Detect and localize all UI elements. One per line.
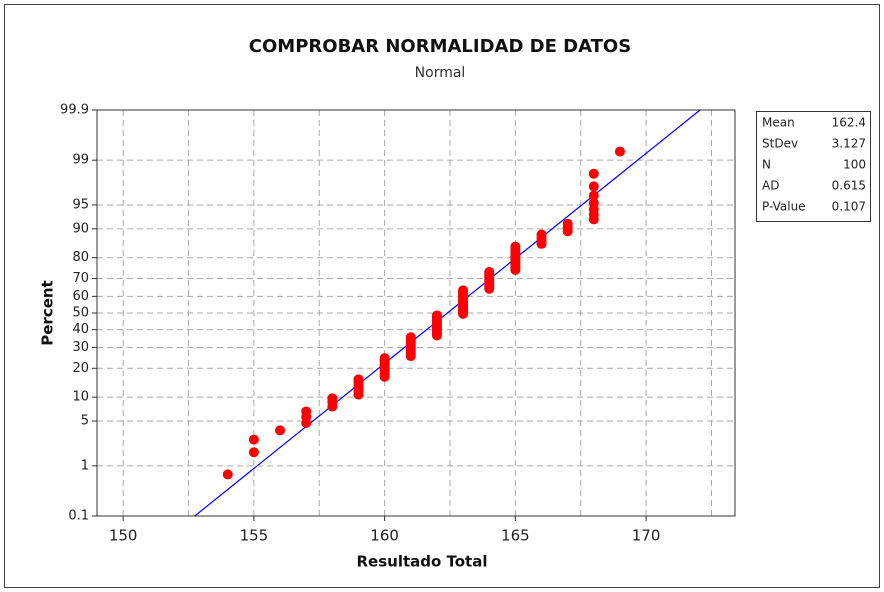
stat-value: 3.127	[832, 137, 866, 151]
stat-value: 100	[843, 158, 866, 172]
stat-value: 0.107	[832, 200, 866, 214]
data-point	[431, 310, 442, 321]
data-point	[562, 218, 573, 229]
y-tick-label: 1	[81, 458, 89, 473]
data-point	[301, 406, 312, 417]
plot-area	[96, 109, 736, 517]
data-point	[588, 168, 599, 179]
data-point	[588, 181, 599, 192]
y-tick-label: 0.1	[68, 509, 89, 524]
y-tick-label: 99.9	[60, 103, 89, 118]
stat-label: Mean	[762, 116, 795, 130]
y-tick-label: 40	[72, 322, 89, 337]
chart-subtitle: Normal	[415, 65, 466, 81]
stat-label: P-Value	[762, 200, 806, 214]
data-point	[379, 353, 390, 364]
stats-box	[756, 111, 871, 222]
y-tick-label: 10	[72, 390, 89, 405]
y-tick-label: 80	[72, 250, 89, 265]
x-tick-label: 160	[370, 527, 399, 545]
y-tick-label: 99	[72, 153, 89, 168]
y-tick-label: 30	[72, 340, 89, 355]
data-point	[405, 332, 416, 343]
data-point	[588, 190, 599, 201]
data-point	[248, 434, 259, 445]
chart-title: COMPROBAR NORMALIDAD DE DATOS	[249, 36, 631, 57]
y-tick-label: 20	[72, 361, 89, 376]
data-point	[222, 469, 233, 480]
y-tick-label: 90	[72, 221, 89, 236]
data-point	[458, 285, 469, 296]
y-tick-label: 60	[72, 289, 89, 304]
data-point	[588, 197, 599, 208]
y-tick-label: 5	[81, 414, 89, 429]
stat-value: 0.615	[832, 179, 866, 193]
x-tick-label: 165	[501, 527, 530, 545]
data-point	[510, 241, 521, 252]
fit-line	[194, 110, 701, 516]
y-axis-label: Percent	[39, 280, 57, 345]
x-axis-label: Resultado Total	[356, 553, 487, 571]
stat-label: AD	[762, 179, 779, 193]
data-point	[484, 266, 495, 277]
y-tick-label: 95	[72, 197, 89, 212]
data-point	[275, 425, 286, 436]
stat-label: N	[762, 158, 771, 172]
data-point	[327, 393, 338, 404]
stat-value: 162.4	[832, 116, 866, 130]
stat-label: StDev	[762, 137, 798, 151]
data-point	[614, 146, 625, 157]
x-tick-label: 155	[240, 527, 269, 545]
y-tick-label: 70	[72, 271, 89, 286]
data-point	[536, 229, 547, 240]
data-point	[353, 374, 364, 385]
x-tick-label: 150	[109, 527, 138, 545]
data-point	[248, 447, 259, 458]
x-tick-label: 170	[632, 527, 661, 545]
y-tick-label: 50	[72, 306, 89, 321]
